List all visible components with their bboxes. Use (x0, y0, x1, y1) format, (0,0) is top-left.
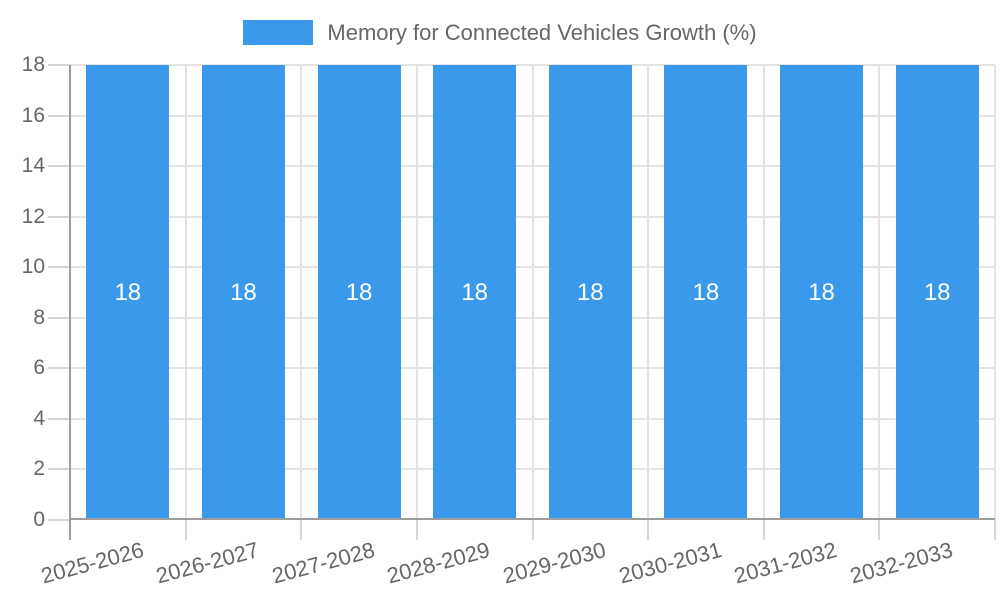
bar-value-label: 18 (923, 278, 951, 306)
y-axis-tick-label: 8 (33, 305, 45, 329)
bar (548, 65, 632, 520)
gridline-vertical (647, 65, 650, 520)
bar-value-label: 18 (461, 278, 489, 306)
x-axis-tick-mark (647, 520, 650, 540)
bar-value-label: 18 (230, 278, 257, 306)
y-axis-tick-label: 2 (33, 457, 45, 481)
x-axis-category-label: 2030-2031 (616, 537, 725, 589)
x-axis-tick-mark (184, 520, 187, 540)
gridline-vertical (994, 65, 996, 520)
x-axis-tick-mark (531, 520, 534, 540)
gridline-vertical (762, 65, 765, 520)
bar (780, 65, 864, 520)
x-axis-category-label: 2032-2033 (847, 537, 956, 589)
y-axis-tick-mark (48, 165, 70, 168)
x-axis-category-label: 2026-2027 (153, 537, 262, 589)
gridline-vertical (415, 65, 418, 520)
y-axis-tick-mark (48, 468, 70, 471)
x-axis-category-label: 2031-2032 (731, 537, 840, 589)
x-axis-line (70, 518, 995, 520)
legend-label: Memory for Connected Vehicles Growth (%) (327, 19, 757, 45)
y-axis-tick-mark (48, 367, 70, 370)
y-axis-tick-label: 12 (21, 204, 45, 228)
x-axis-tick-mark (415, 520, 418, 540)
y-axis-tick-mark (48, 417, 70, 420)
y-axis-tick-label: 14 (21, 154, 45, 178)
gridline-vertical (184, 65, 187, 520)
y-axis-tick-label: 16 (21, 103, 45, 127)
x-axis-category-label: 2025-2026 (37, 537, 147, 589)
y-axis-tick-label: 4 (33, 406, 45, 430)
bar-value-label: 18 (114, 278, 142, 306)
legend-swatch-icon (243, 19, 314, 45)
y-axis-tick-mark (48, 215, 70, 218)
y-axis-tick-mark (48, 64, 70, 66)
y-axis-tick-label: 10 (21, 255, 45, 279)
y-axis-tick-mark (48, 114, 70, 117)
gridline-vertical (300, 65, 303, 520)
bar (317, 65, 401, 520)
gridline-vertical (531, 65, 534, 520)
x-axis-tick-mark (762, 520, 765, 540)
x-axis-category-label: 2028-2029 (384, 537, 493, 589)
bar-value-label: 18 (576, 278, 604, 306)
y-axis-tick-label: 18 (21, 53, 45, 76)
x-axis-category-label: 2027-2028 (269, 537, 378, 589)
y-axis-tick-mark (48, 519, 70, 521)
bar (86, 65, 170, 520)
x-axis-tick-mark (994, 520, 996, 540)
x-axis-tick-mark (300, 520, 303, 540)
y-axis-tick-mark (48, 266, 70, 269)
bar-value-label: 18 (808, 278, 835, 306)
bar (895, 65, 979, 520)
bar-value-label: 18 (692, 278, 720, 306)
bar (201, 65, 285, 520)
bar-value-label: 18 (345, 278, 373, 306)
gridline-vertical (878, 65, 881, 520)
chart-legend: Memory for Connected Vehicles Growth (%) (0, 16, 1000, 48)
y-axis-tick-label: 6 (33, 356, 45, 380)
x-axis-tick-mark (878, 520, 881, 540)
bar (664, 65, 748, 520)
y-axis-tick-mark (48, 316, 70, 319)
y-axis-line (69, 65, 71, 540)
plot-area: 18 18 18 18 18 18 18 18 (48, 64, 996, 540)
x-axis-category-label: 2029-2030 (500, 537, 609, 589)
y-axis-tick-label: 0 (33, 508, 45, 531)
bar (433, 65, 517, 520)
